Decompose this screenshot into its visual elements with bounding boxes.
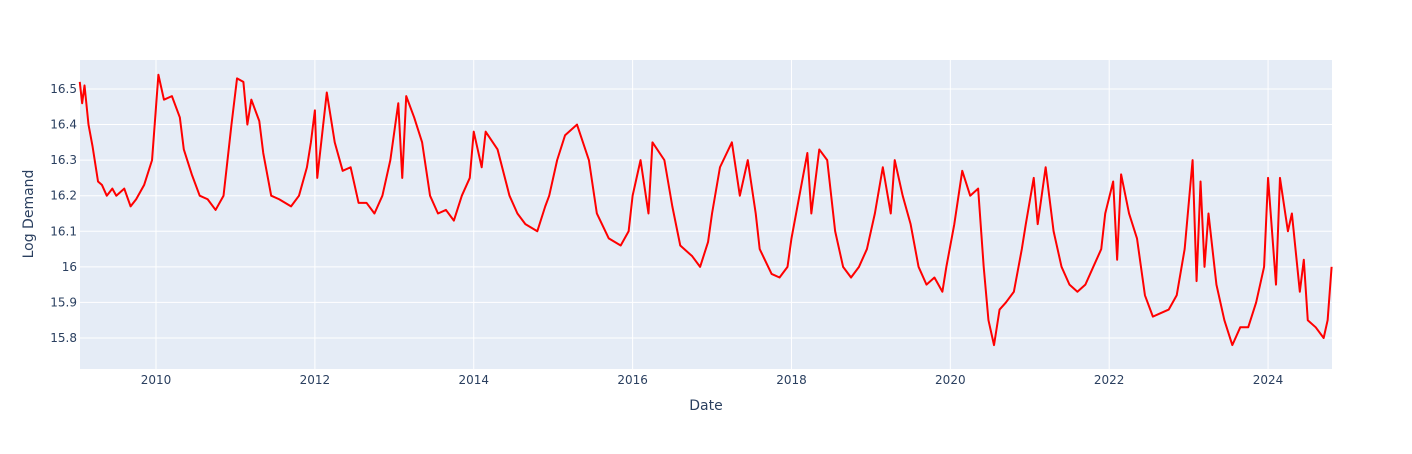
y-tick-label: 15.9 xyxy=(50,295,77,309)
y-axis-title: Log Demand xyxy=(21,170,37,259)
y-tick-label: 16.5 xyxy=(50,82,77,96)
x-tick-label: 2010 xyxy=(141,373,172,387)
y-tick-label: 15.8 xyxy=(50,331,77,345)
x-tick-label: 2016 xyxy=(617,373,648,387)
x-tick-label: 2014 xyxy=(458,373,489,387)
x-tick-label: 2024 xyxy=(1253,373,1284,387)
x-tick-label: 2020 xyxy=(935,373,966,387)
data-line xyxy=(78,73,1333,347)
y-tick-label: 16.3 xyxy=(50,153,77,167)
x-tick-label: 2018 xyxy=(776,373,807,387)
x-axis-title: Date xyxy=(689,398,722,414)
x-tick-label: 2022 xyxy=(1094,373,1125,387)
plot-area xyxy=(80,60,1332,369)
y-tick-label: 16.1 xyxy=(50,224,77,238)
y-tick-label: 16.2 xyxy=(50,189,77,203)
y-tick-label: 16 xyxy=(62,260,77,274)
y-tick-label: 16.4 xyxy=(50,118,77,132)
x-tick-label: 2012 xyxy=(300,373,331,387)
